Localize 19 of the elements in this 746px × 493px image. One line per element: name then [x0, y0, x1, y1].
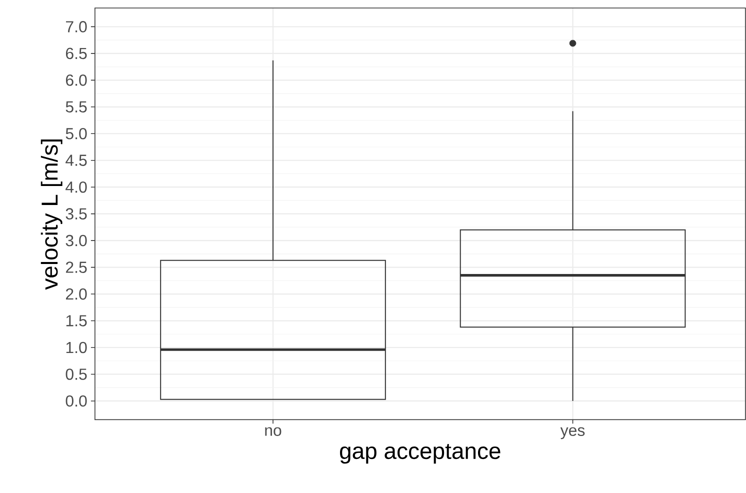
y-tick-label: 5.5 [66, 102, 87, 113]
y-axis-title: velocity L [m/s] [40, 140, 62, 290]
y-tick-label: 7.0 [66, 21, 87, 33]
y-tick-label: 0.5 [66, 368, 87, 380]
y-tick-label: 1.0 [66, 342, 87, 354]
y-tick-label: 0.0 [66, 396, 87, 407]
y-tick-label: 3.5 [66, 208, 87, 220]
y-tick-label: 3.0 [66, 235, 87, 246]
y-tick-label: 5.0 [66, 128, 87, 140]
y-tick-label: 1.5 [66, 315, 87, 327]
x-tick-label: yes [560, 427, 585, 440]
x-tick-label: no [265, 427, 282, 436]
y-tick-label: 2.0 [66, 288, 87, 300]
y-tick-label: 4.5 [66, 154, 87, 166]
y-tick-label: 6.5 [66, 48, 87, 60]
y-tick-label: 2.5 [66, 262, 87, 274]
y-tick-label: 4.0 [66, 182, 87, 193]
x-axis-title: gap acceptance [340, 444, 500, 464]
y-tick-label: 6.0 [66, 74, 87, 86]
